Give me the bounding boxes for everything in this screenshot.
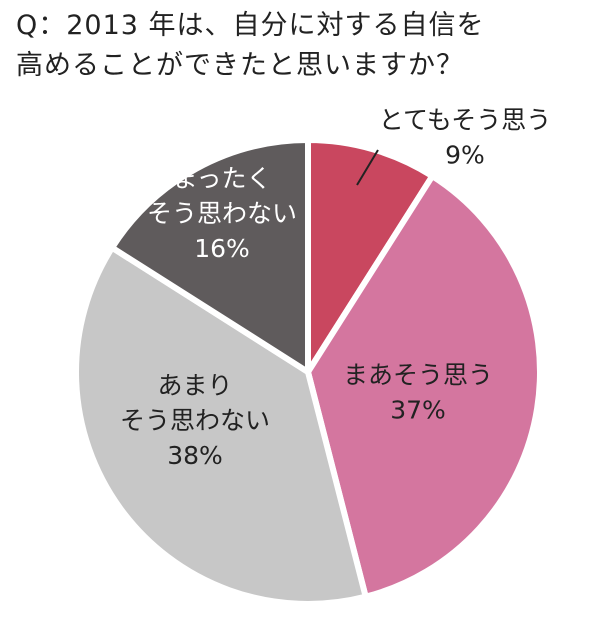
question-title: Q：2013 年は、自分に対する自信を 高めることができたと思いますか？	[16, 6, 586, 86]
pie-slice-4	[109, 137, 311, 375]
pie-slices	[73, 137, 543, 607]
pie-slice-3	[73, 244, 369, 607]
question-line-2: 高めることができたと思いますか？	[16, 50, 464, 81]
leader-line-1	[356, 149, 379, 186]
slice-percent-label: 16%	[194, 234, 250, 263]
question-line-1: Q：2013 年は、自分に対する自信を	[16, 10, 485, 41]
slice-percent-label: 9%	[445, 141, 485, 170]
slice-category-label: そう思わない	[120, 406, 270, 435]
slice-label-1: とてもそう思う 9%	[379, 106, 552, 170]
slice-label-3: あまりそう思わない 38%	[120, 371, 270, 470]
slice-percent-label: 37%	[390, 396, 446, 425]
slice-category-label: とてもそう思う	[379, 106, 552, 135]
slice-label-4: まったくそう思わない 16%	[147, 164, 297, 263]
slice-category-label: まったく	[172, 164, 271, 193]
pie-slice-1	[305, 137, 436, 375]
slice-percent-label: 38%	[167, 441, 223, 470]
pie-labels: とてもそう思う 9%まあそう思う 37%あまりそう思わない 38%まったくそう思わない…	[120, 106, 551, 471]
pie-slice-2	[305, 173, 543, 600]
slice-category-label: そう思わない	[147, 199, 297, 228]
slice-category-label: まあそう思う	[343, 361, 493, 390]
slice-category-label: あまり	[157, 371, 232, 400]
slice-label-2: まあそう思う 37%	[343, 361, 493, 425]
